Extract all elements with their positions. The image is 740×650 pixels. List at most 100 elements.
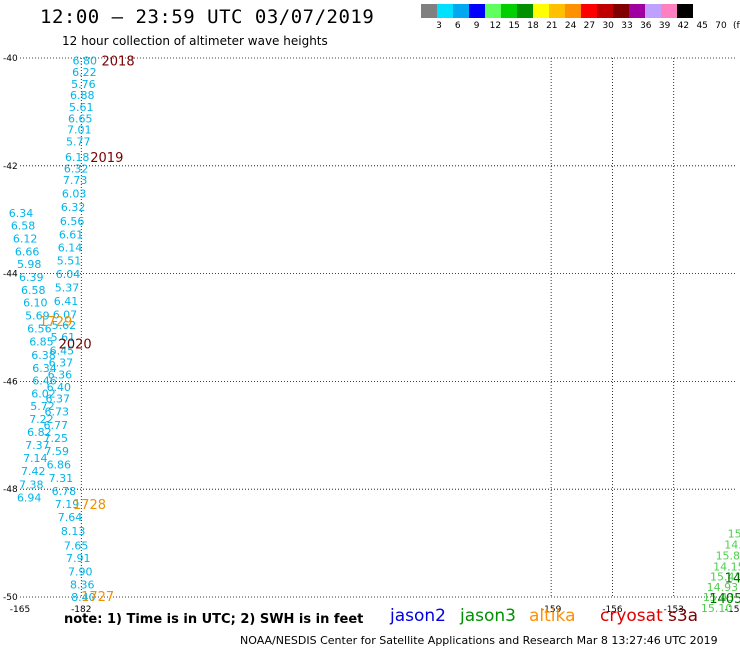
wave-height-value: 6.65 xyxy=(68,112,93,125)
pass-time-label: 2020 xyxy=(59,338,92,353)
wave-height-value: 14. xyxy=(724,539,740,552)
colorbar-label: 6 xyxy=(454,21,461,31)
pass-time-label: 1405 xyxy=(709,592,740,607)
wave-height-value: 7.31 xyxy=(49,472,74,485)
colorbar-label: 18 xyxy=(527,21,539,31)
colorbar-swatch xyxy=(485,4,501,18)
lon-tick-label: -153 xyxy=(663,605,683,615)
wave-height-value: 6.66 xyxy=(15,246,40,259)
satellite-altika: altika xyxy=(529,606,576,626)
colorbar-label: 15 xyxy=(508,21,520,31)
wave-height-value: 6.36 xyxy=(48,368,73,381)
lon-tick-label: -182 xyxy=(71,605,91,615)
wave-height-value: 6.82 xyxy=(27,426,52,439)
colorbar-swatch xyxy=(517,4,533,18)
wave-height-value: 5.69 xyxy=(25,310,50,323)
wave-height-value: 6.78 xyxy=(52,485,77,498)
colorbar-swatch xyxy=(645,4,661,18)
wave-height-value: 6.45 xyxy=(50,345,75,358)
wave-height-value: 15.80 xyxy=(716,549,740,562)
satellite-cryosat: cryosat xyxy=(600,606,663,626)
footer-credit: NOAA/NESDIS Center for Satellite Applica… xyxy=(240,634,718,647)
wave-height-value: 6.18 xyxy=(65,151,90,164)
colorbar-label: 21 xyxy=(546,21,558,31)
wave-height-value: 6.41 xyxy=(54,295,79,308)
colorbar-swatch xyxy=(565,4,581,18)
wave-height-value: 6.10 xyxy=(23,297,48,310)
wave-height-value: 6.46 xyxy=(32,374,57,387)
colorbar-swatch xyxy=(661,4,677,18)
wave-height-value: 6.61 xyxy=(59,228,84,241)
colorbar-swatch xyxy=(581,4,597,18)
wave-height-value: 6.86 xyxy=(47,458,72,471)
wave-height-value: 7.73 xyxy=(63,174,88,187)
pass-time-label: 1728 xyxy=(73,498,106,513)
wave-height-value: 6.03 xyxy=(62,187,87,200)
wave-height-value: 7.19 xyxy=(55,498,80,511)
colorbar-label: 70 xyxy=(715,21,727,31)
colorbar-label: 33 xyxy=(621,21,633,31)
wave-height-value: 6.22 xyxy=(72,66,97,79)
colorbar-label: 45 xyxy=(696,21,708,31)
lat-tick-label: -40 xyxy=(3,54,18,64)
wave-height-value: 6.77 xyxy=(44,419,69,432)
wave-height-value: 6.37 xyxy=(49,357,74,370)
wave-height-value: 8.40 xyxy=(71,591,96,604)
colorbar-label: 24 xyxy=(564,21,577,31)
satellite-jason2: jason2 xyxy=(390,606,446,626)
wave-height-value: 7.01 xyxy=(67,124,92,137)
wave-height-value: 6.80 xyxy=(73,55,98,68)
wave-height-value: 8.36 xyxy=(70,579,95,592)
wave-height-value: 7.38 xyxy=(19,478,44,491)
lon-tick-label: -159 xyxy=(541,605,562,615)
wave-height-value: 6.58 xyxy=(11,220,36,233)
wave-height-value: 5.62 xyxy=(52,319,77,332)
colorbar-label: 27 xyxy=(583,21,596,31)
wave-height-value: 7.25 xyxy=(44,432,69,445)
wave-height-value: 6.34 xyxy=(32,362,57,375)
wave-height-value: 6.85 xyxy=(29,336,54,349)
wave-height-value: 6.56 xyxy=(27,323,52,336)
lat-tick-label: -48 xyxy=(3,485,18,495)
colorbar-label: 9 xyxy=(473,21,480,31)
wave-height-value: 5.37 xyxy=(55,282,80,295)
colorbar-swatch xyxy=(677,4,693,18)
wave-height-value: 5.61 xyxy=(69,101,94,114)
wave-height-value: 6.73 xyxy=(45,406,70,419)
wave-height-value: 5.51 xyxy=(57,255,82,268)
colorbar-label: 42 xyxy=(677,21,690,31)
colorbar-swatch xyxy=(597,4,613,18)
footer-note: note: 1) Time is in UTC; 2) SWH is in fe… xyxy=(64,612,364,627)
wave-height-value: 6.88 xyxy=(70,89,95,102)
wave-height-value: 7.91 xyxy=(66,552,91,565)
wave-height-value: 7.59 xyxy=(45,445,70,458)
wave-height-value: 6.39 xyxy=(19,271,44,284)
page-title: 12:00 – 23:59 UTC 03/07/2019 xyxy=(40,6,375,28)
wave-height-value: 6.32 xyxy=(61,201,86,214)
colorbar xyxy=(421,4,693,18)
wave-height-value: 14.93 xyxy=(707,581,739,594)
wave-height-value: 8.13 xyxy=(61,525,86,538)
wave-height-value: 6.38 xyxy=(31,349,56,362)
wave-height-value: 6.02 xyxy=(31,387,56,400)
colorbar-label: 30 xyxy=(602,21,614,31)
wave-height-value: 6.07 xyxy=(53,309,78,322)
colorbar-swatch xyxy=(421,4,437,18)
colorbar-label: 39 xyxy=(658,21,671,31)
lon-tick-label: -165 xyxy=(10,605,30,615)
wave-height-value: 6.14 xyxy=(58,242,83,255)
wave-height-value: 7.14 xyxy=(23,452,48,465)
wave-height-value: 7.90 xyxy=(68,566,93,579)
wave-height-value: 14.15 xyxy=(713,560,740,573)
wave-height-value: 7.64 xyxy=(58,511,83,524)
lat-tick-label: -50 xyxy=(3,593,18,603)
wave-height-value: 6.58 xyxy=(21,284,46,297)
wave-height-value: 7.65 xyxy=(64,539,89,552)
colorbar-swatch xyxy=(629,4,645,18)
wave-height-value: 5.72 xyxy=(30,400,55,413)
wave-height-value: 6.32 xyxy=(64,162,89,175)
colorbar-swatch xyxy=(469,4,485,18)
pass-time-label: 1727 xyxy=(81,590,114,605)
